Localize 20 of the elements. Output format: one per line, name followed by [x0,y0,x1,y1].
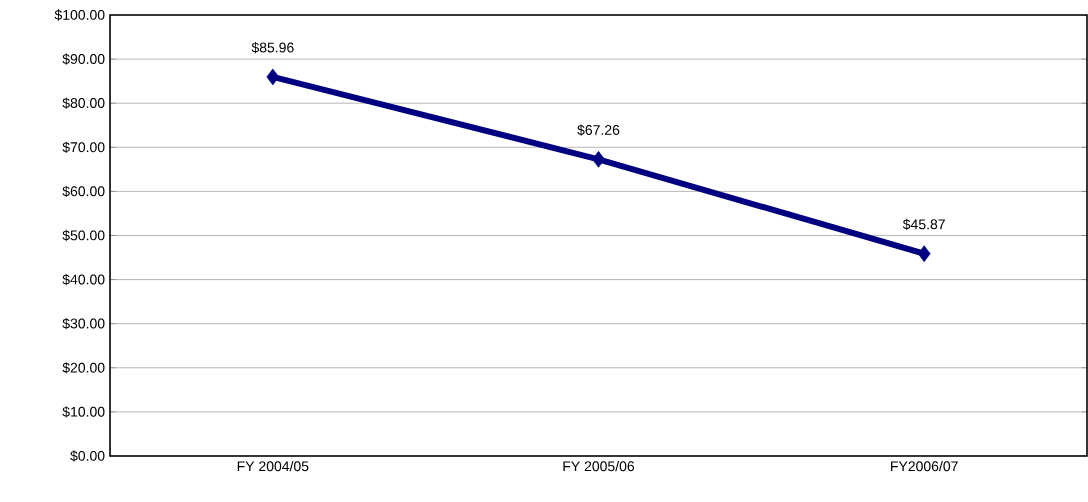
data-label: $85.96 [251,41,294,54]
y-tick-label: $50.00 [62,229,105,242]
point [917,245,931,263]
data-label: $67.26 [577,124,620,136]
y-tick-label: $10.00 [62,406,105,418]
y-tick-label: $60.00 [62,185,105,198]
x-tick-label: FY 2005/06 [563,460,635,472]
y-tick-label: $20.00 [62,362,105,374]
point [266,68,280,86]
point [592,151,605,168]
y-tick-label: $70.00 [62,141,105,153]
y-tick-label: $90.00 [62,53,105,65]
y-tick-label: $30.00 [62,318,105,330]
y-tick-label: $0.00 [70,450,105,462]
x-tick-label: FY 2004/05 [237,460,309,472]
y-tick-label: $100.00 [54,9,105,21]
y-tick-label: $40.00 [62,273,105,286]
data-label: $45.87 [902,218,945,231]
y-tick-label: $80.00 [62,97,105,109]
x-tick-label: FY2006/07 [891,460,958,472]
